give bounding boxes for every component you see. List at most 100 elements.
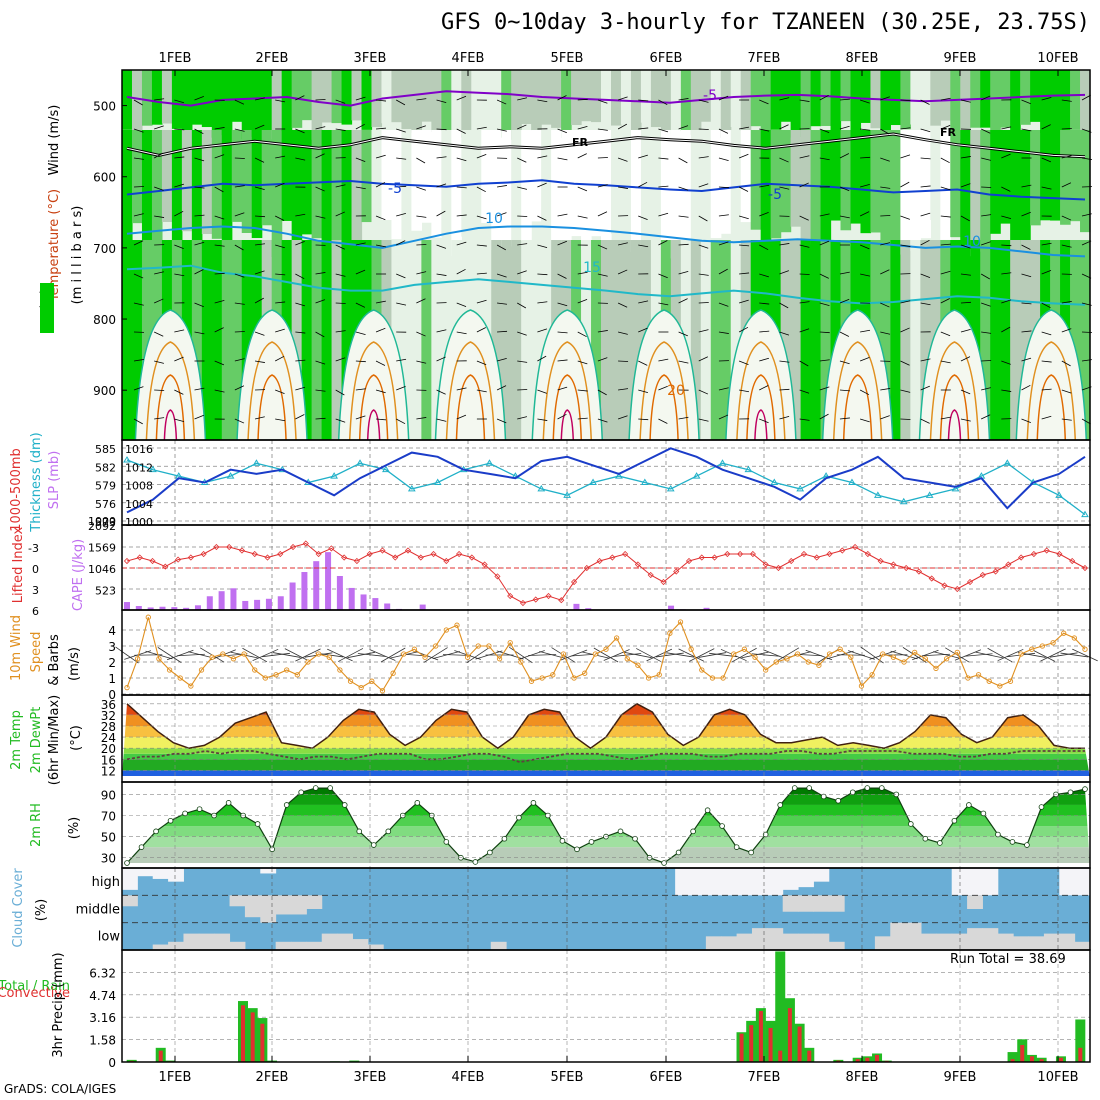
rh-cell bbox=[491, 70, 502, 128]
wind-barb bbox=[940, 331, 951, 337]
contour-25 bbox=[929, 341, 980, 441]
precip-bar-convective bbox=[758, 1010, 763, 1062]
wind-barb bbox=[678, 271, 689, 275]
wind-barb bbox=[537, 182, 547, 188]
wind-barb bbox=[819, 213, 830, 217]
temp-tick: 28 bbox=[101, 720, 116, 734]
wind-barb bbox=[839, 389, 850, 392]
wind-barb bbox=[476, 272, 487, 275]
wind-barb bbox=[496, 128, 507, 132]
thickness-marker bbox=[666, 484, 675, 492]
cloud-cell-low bbox=[905, 922, 922, 950]
precip-bar-convective bbox=[250, 1012, 255, 1062]
thickness-marker bbox=[589, 478, 597, 485]
wind-barb bbox=[819, 386, 830, 391]
wind-barb bbox=[557, 331, 568, 334]
cloud-cell-middle bbox=[828, 895, 845, 912]
wind-barb bbox=[1001, 126, 1012, 130]
wind-barb bbox=[496, 244, 507, 251]
rh-cell bbox=[1080, 240, 1091, 440]
thickness-marker bbox=[1055, 491, 1063, 498]
wind-barb bbox=[577, 186, 588, 192]
date-label-bottom: 4FEB bbox=[452, 1070, 485, 1085]
rh-marker bbox=[443, 839, 450, 845]
wind-barb bbox=[577, 215, 588, 219]
rh-cell bbox=[820, 70, 832, 126]
wind-barb-10m bbox=[678, 648, 704, 662]
wind-barb bbox=[174, 99, 185, 104]
wind-barb bbox=[375, 327, 386, 333]
rh-marker bbox=[806, 785, 813, 791]
rh-marker bbox=[1067, 789, 1074, 796]
wind-barb bbox=[577, 126, 588, 130]
wind-barb bbox=[295, 213, 306, 217]
wind-barb bbox=[476, 389, 487, 393]
pressure-tick: 900 bbox=[93, 384, 116, 398]
wind-barb bbox=[194, 331, 205, 335]
wind-barb bbox=[537, 244, 548, 248]
cloud-cell-high bbox=[813, 868, 830, 882]
rh-cell bbox=[610, 130, 622, 234]
wind-barb bbox=[920, 157, 931, 160]
wind-barb-10m bbox=[636, 648, 662, 662]
rh-cell bbox=[990, 240, 1001, 440]
wind-barb bbox=[234, 385, 245, 391]
contour-30 bbox=[1036, 374, 1067, 441]
wind-barb bbox=[880, 157, 890, 162]
wind-barb bbox=[577, 389, 588, 392]
wind-barb bbox=[799, 244, 810, 248]
wind-barb bbox=[436, 356, 446, 362]
wind-barb bbox=[476, 327, 486, 333]
rh-cell bbox=[122, 240, 133, 440]
wind-barb-10m bbox=[997, 648, 1024, 662]
wind-barb bbox=[718, 414, 729, 420]
wind-barb bbox=[456, 331, 467, 335]
wind-barb bbox=[154, 98, 165, 101]
precip-bar-convective bbox=[739, 1033, 744, 1062]
lifted-marker bbox=[545, 592, 552, 600]
wind-barb bbox=[698, 356, 708, 362]
precip-bar-convective bbox=[1020, 1044, 1025, 1062]
wind-barb bbox=[1061, 182, 1072, 188]
wind-barb bbox=[678, 360, 689, 364]
rh-marker bbox=[574, 846, 580, 853]
rh-marker bbox=[167, 817, 174, 824]
wind-barb bbox=[819, 94, 829, 101]
rh-marker bbox=[196, 806, 203, 812]
wind-barb bbox=[819, 302, 830, 306]
wind-barb bbox=[738, 215, 749, 220]
rh-cell bbox=[750, 70, 762, 127]
wind-barb bbox=[819, 157, 830, 161]
contour-30 bbox=[257, 374, 287, 441]
rh-cell bbox=[930, 70, 941, 126]
wind-barb bbox=[154, 389, 165, 391]
wind-barb bbox=[234, 157, 245, 159]
thickness-marker bbox=[537, 484, 546, 492]
wind-barb-10m bbox=[380, 647, 406, 663]
wind-barb bbox=[718, 95, 729, 101]
wind-barb bbox=[396, 302, 407, 306]
wind-barb bbox=[295, 359, 306, 362]
wind-barb bbox=[517, 389, 528, 391]
wind-barb bbox=[537, 301, 548, 304]
thickness-marker bbox=[382, 465, 390, 473]
upper-air-panel: -5 FR FR -5 -5 10 10 15 20 bbox=[122, 70, 1093, 441]
rh-cell bbox=[321, 70, 333, 123]
rh-cell bbox=[1070, 130, 1081, 222]
wind-barb bbox=[375, 244, 386, 248]
cloud-level-low: low bbox=[98, 930, 121, 945]
rh-panel bbox=[122, 782, 1090, 868]
contour-20 bbox=[337, 309, 410, 441]
rh-cell bbox=[670, 130, 682, 259]
wind-barb bbox=[597, 330, 608, 333]
wind-barb bbox=[295, 128, 305, 134]
rh-cell bbox=[391, 240, 403, 440]
wind-barb bbox=[718, 186, 729, 189]
lifted-marker bbox=[226, 543, 233, 551]
axis-label-total-rain: Total / Rain bbox=[0, 979, 70, 994]
cape-bar bbox=[147, 607, 154, 610]
precip-tick: 3.16 bbox=[89, 1011, 116, 1025]
rh-cell bbox=[610, 240, 622, 440]
cape-bar bbox=[194, 605, 201, 610]
contour-25 bbox=[832, 341, 883, 441]
